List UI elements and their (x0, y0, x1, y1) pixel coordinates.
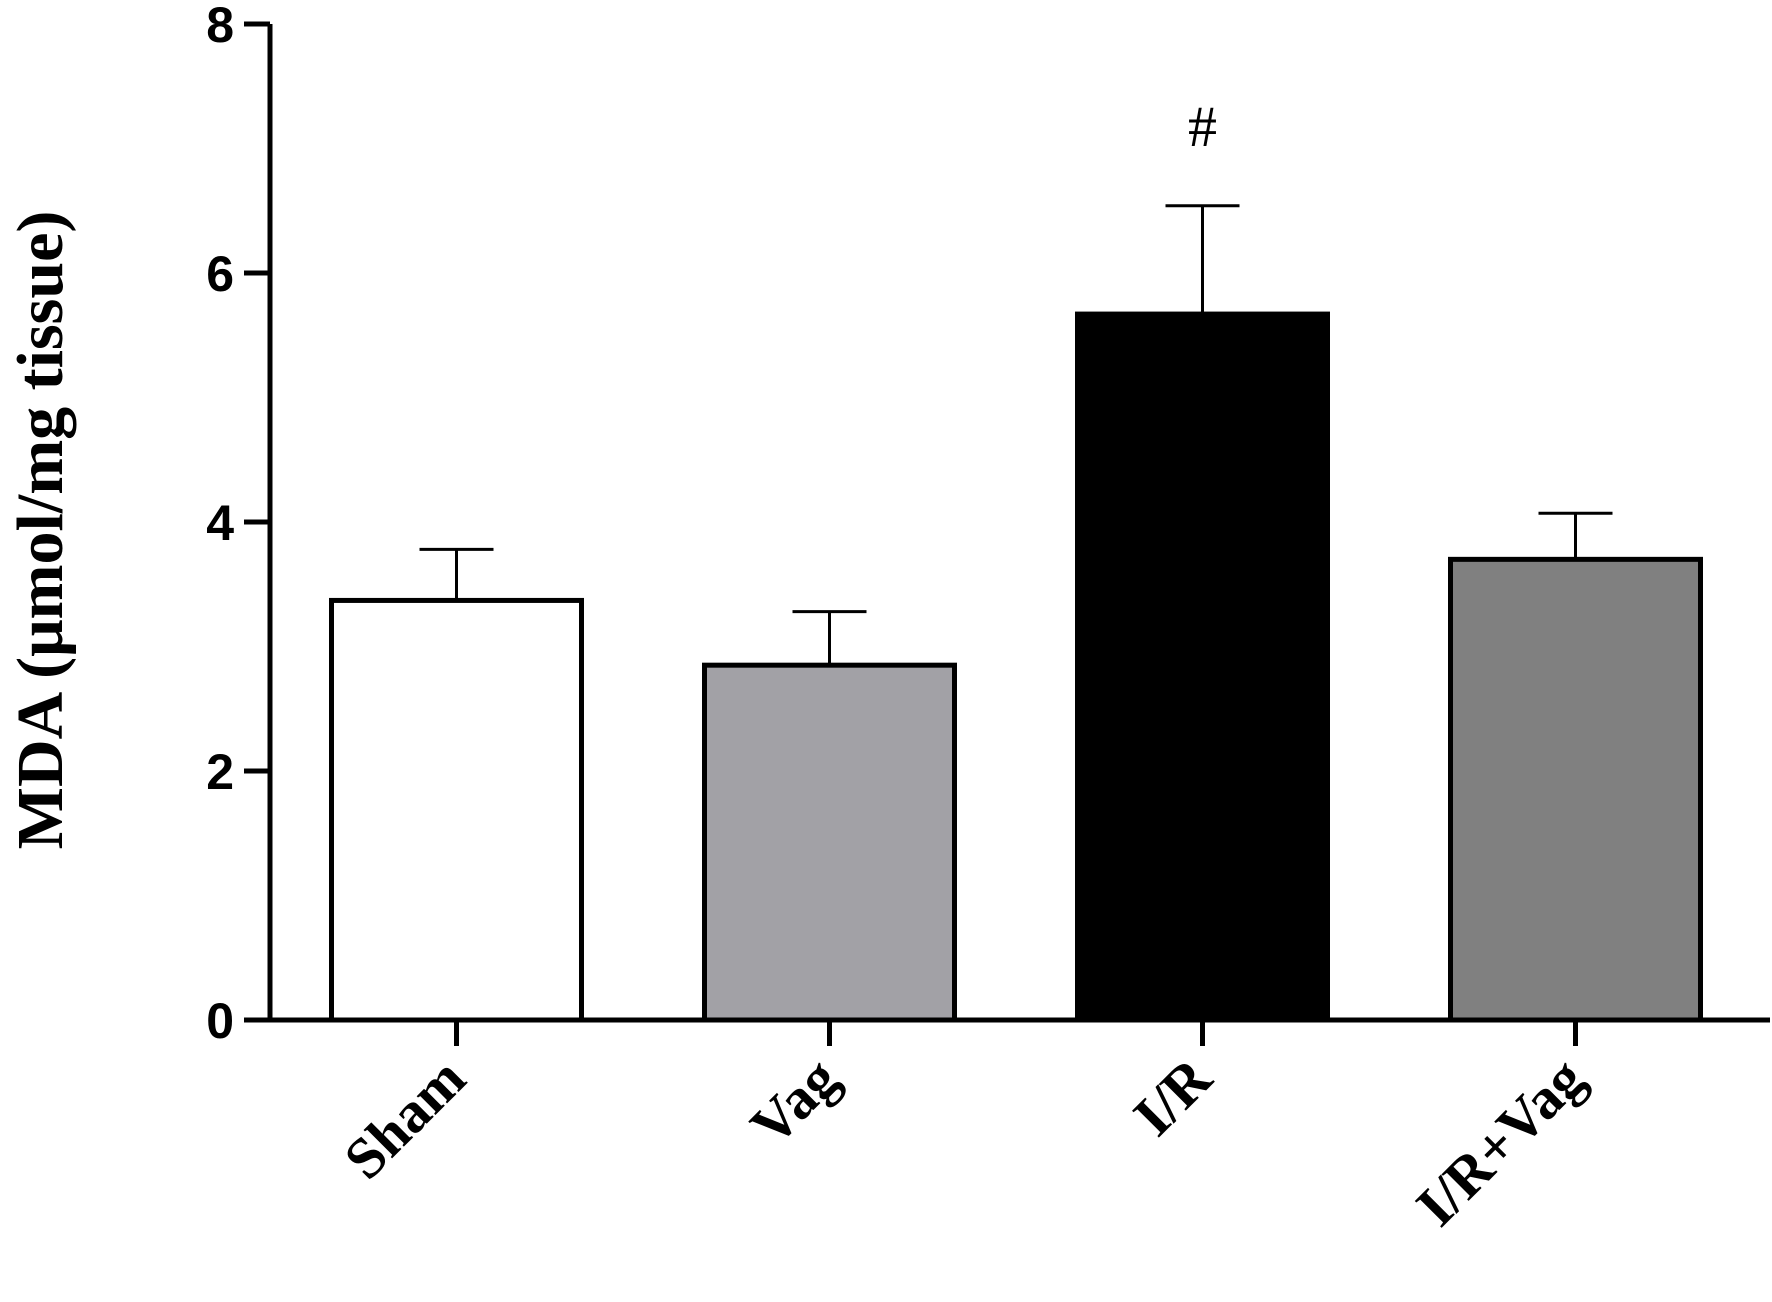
y-tick-label: 2 (206, 744, 234, 800)
bar-sham (329, 597, 584, 1023)
x-tick-label: Sham (331, 1045, 477, 1191)
significance-marker: # (1188, 94, 1217, 159)
y-tick-label: 8 (206, 0, 234, 53)
x-tick-label: I/R+Vag (1404, 1045, 1597, 1238)
bar-i-r (1075, 311, 1330, 1023)
y-tick-label: 4 (206, 495, 234, 551)
plot-area: Sham Vag # I/R I/R+Vag 0 2 4 6 8 (206, 0, 1770, 1238)
y-axis-label: MDA (μmol/mg tissue) (4, 211, 77, 850)
y-tick-label: 6 (206, 246, 234, 302)
x-tick-label: Vag (738, 1045, 851, 1158)
bar-i-r-vag (1448, 556, 1703, 1023)
bar-vag (702, 662, 957, 1023)
x-tick-label: I/R (1121, 1044, 1225, 1148)
y-tick-label: 0 (206, 993, 234, 1049)
